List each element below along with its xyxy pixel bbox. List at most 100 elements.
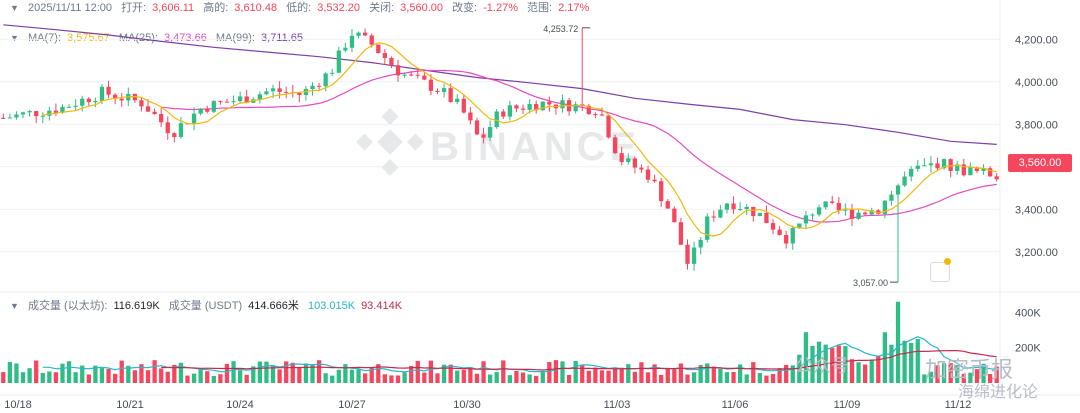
candle-body	[928, 163, 934, 166]
candle-body	[751, 206, 756, 217]
watermark-text-3: 海绵进化论	[958, 384, 1039, 401]
volume-bar	[869, 359, 874, 383]
volume-bar	[297, 367, 302, 383]
candle-body	[106, 86, 111, 95]
volume-bar	[619, 367, 624, 383]
volume-bar	[323, 373, 328, 383]
volume-bar	[53, 372, 59, 383]
candle-body	[224, 101, 230, 103]
volume-bar	[73, 372, 78, 383]
volume-bar	[264, 361, 269, 383]
candle-body	[948, 159, 953, 171]
volume-bar	[211, 375, 216, 383]
volume-bar	[468, 367, 473, 383]
date-tick-label: 10/18	[4, 399, 32, 411]
candle-body	[691, 247, 697, 264]
volume-bar	[514, 371, 519, 383]
volume-label: 成交量 (以太坊):	[27, 300, 108, 312]
date-tick-label: 10/30	[453, 399, 481, 411]
volume-bar	[270, 365, 276, 383]
volume-bar	[126, 365, 131, 383]
collapse-chevron-icon[interactable]: ▼	[10, 3, 19, 13]
ma7-value: 3,575.67	[66, 32, 110, 44]
volume-bar	[639, 362, 644, 383]
volume-bar	[540, 371, 545, 383]
candle-body	[244, 96, 249, 103]
candle-body	[856, 212, 861, 219]
ma99-polyline	[3, 24, 997, 145]
volume-bar	[797, 354, 802, 383]
volume-bar	[284, 361, 289, 383]
volume-bar	[862, 364, 868, 383]
candle-body	[764, 212, 769, 224]
volume-bar	[626, 364, 631, 383]
candle-body	[474, 120, 480, 135]
volume-bar	[757, 373, 763, 383]
candle-body	[639, 167, 644, 170]
high-annotation: 4,253.72	[543, 24, 578, 34]
volume-bar	[99, 368, 105, 383]
candle-body	[211, 101, 216, 112]
volume-bar	[80, 365, 85, 383]
candle-body	[198, 108, 203, 114]
candle-body	[237, 96, 243, 102]
candle-body	[895, 185, 901, 195]
candle-body	[843, 209, 848, 211]
candle-body	[672, 208, 677, 223]
candle-body	[862, 212, 868, 215]
volume-bar	[112, 373, 118, 383]
candle-body	[534, 104, 539, 111]
candle-body	[86, 98, 91, 103]
collapse-chevron-icon[interactable]: ▼	[10, 33, 19, 43]
candle-body	[468, 112, 473, 121]
candle-body	[362, 32, 368, 36]
candle-body	[830, 201, 835, 203]
candle-body	[501, 111, 506, 117]
ohlc-header: ▼ 2025/11/11 12:00 打开: 3,606.11 高的: 3,610.…	[4, 0, 595, 16]
ma99-value: 3,711.65	[261, 32, 304, 44]
candles	[1, 27, 999, 283]
candle-body	[159, 114, 164, 123]
candle-body	[836, 202, 841, 211]
header-date: 2025/11/11 12:00	[27, 2, 112, 14]
volume-bar	[968, 372, 973, 383]
volume-bar	[34, 360, 39, 383]
volume-bar	[93, 365, 98, 383]
volume-bar	[935, 365, 940, 383]
change-label: 改变:	[452, 2, 478, 14]
volume-bar	[987, 374, 993, 383]
volume-bar	[764, 375, 769, 383]
volume-bar	[816, 341, 822, 383]
volume-bar	[777, 368, 782, 383]
candle-body	[961, 164, 966, 176]
volume-bar	[145, 370, 151, 383]
candle-body	[744, 206, 749, 210]
volume-bar	[691, 372, 697, 383]
candle-body	[389, 57, 394, 66]
candle-body	[797, 223, 802, 228]
date-tick-label: 10/21	[116, 399, 144, 411]
candle-body	[737, 209, 743, 211]
drawing-tool-button[interactable]	[930, 262, 950, 282]
volume-bar	[593, 367, 598, 383]
candle-body	[14, 114, 19, 118]
candle-body	[987, 168, 993, 177]
volume-bar	[152, 360, 157, 383]
collapse-chevron-icon[interactable]: ▼	[10, 301, 19, 311]
candle-body	[494, 111, 499, 128]
grid-lines	[0, 0, 1080, 396]
volume-bar	[711, 366, 716, 383]
candle-body	[369, 35, 374, 45]
volume-bar	[481, 361, 486, 383]
date-tick-label: 11/06	[722, 399, 749, 411]
volume-bar	[915, 338, 920, 383]
candle-body	[330, 72, 335, 74]
candle-body	[264, 91, 269, 95]
close-value: 3,560.00	[400, 2, 443, 14]
candle-body	[448, 88, 453, 102]
candle-body	[435, 90, 440, 92]
candle-body	[632, 158, 638, 168]
candle-body	[99, 86, 105, 101]
volume-bar	[139, 364, 144, 383]
